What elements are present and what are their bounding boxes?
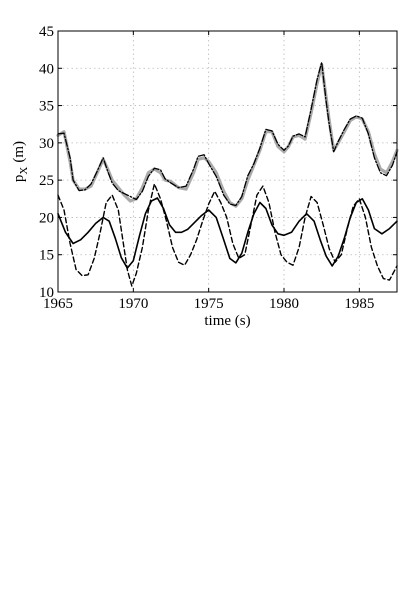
x-tick-label: 1975 bbox=[194, 296, 224, 312]
series-line-3 bbox=[57, 197, 398, 269]
x-axis-label: time (s) bbox=[204, 313, 250, 329]
y-tick-label: 40 bbox=[39, 61, 54, 77]
y-tick-label: 15 bbox=[39, 248, 54, 264]
y-tick-label: 30 bbox=[39, 136, 54, 152]
series-line-1 bbox=[56, 62, 399, 208]
y-tick-label: 35 bbox=[39, 99, 54, 115]
y-tick-label: 20 bbox=[39, 210, 54, 226]
axis-ticks: 1965 1970 1975 1980 1985 10 15 20 25 30 35 40 45 bbox=[39, 24, 397, 312]
y-axis-label-subscript: X bbox=[18, 167, 30, 175]
y-axis-label-symbol: p bbox=[11, 175, 27, 183]
series-line-4 bbox=[57, 183, 398, 287]
y-tick-label: 25 bbox=[39, 173, 54, 189]
x-tick-label: 1980 bbox=[269, 296, 299, 312]
plot-frame bbox=[57, 30, 398, 293]
x-tick-label: 1970 bbox=[118, 296, 148, 312]
y-axis-label-unit: (m) bbox=[11, 141, 27, 163]
x-tick-label: 1965 bbox=[43, 296, 73, 312]
y-tick-label: 45 bbox=[39, 24, 54, 40]
x-tick-label: 1985 bbox=[344, 296, 374, 312]
series-line-2 bbox=[57, 61, 398, 207]
series-group bbox=[56, 61, 399, 287]
y-tick-label: 10 bbox=[39, 285, 54, 301]
y-axis-label: pX (m) bbox=[11, 141, 30, 182]
